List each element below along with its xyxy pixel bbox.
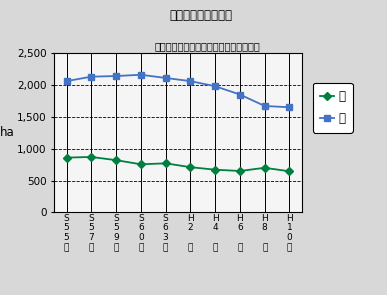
Line: 田: 田 [63, 154, 293, 174]
田 [64, 156, 69, 159]
畑 [188, 79, 193, 83]
畑 [139, 73, 143, 76]
田 [287, 170, 292, 173]
Title: 出典：「北海道農業基本調査概況調査」: 出典：「北海道農業基本調査概況調査」 [155, 41, 260, 51]
Text: 経営耕地面積の推移: 経営耕地面積の推移 [170, 9, 233, 22]
畑 [238, 93, 242, 96]
田 [238, 169, 242, 173]
田 [213, 168, 217, 171]
田 [188, 165, 193, 169]
Legend: 田, 畑: 田, 畑 [313, 83, 353, 132]
畑 [89, 75, 94, 78]
田 [139, 163, 143, 166]
畑 [213, 84, 217, 88]
畑 [262, 104, 267, 108]
田 [262, 166, 267, 170]
田 [114, 158, 118, 162]
畑 [114, 74, 118, 78]
畑 [287, 106, 292, 109]
畑 [163, 76, 168, 80]
田 [89, 155, 94, 159]
Y-axis label: ha: ha [0, 126, 14, 139]
Line: 畑: 畑 [63, 72, 293, 110]
畑 [64, 79, 69, 83]
田 [163, 162, 168, 165]
